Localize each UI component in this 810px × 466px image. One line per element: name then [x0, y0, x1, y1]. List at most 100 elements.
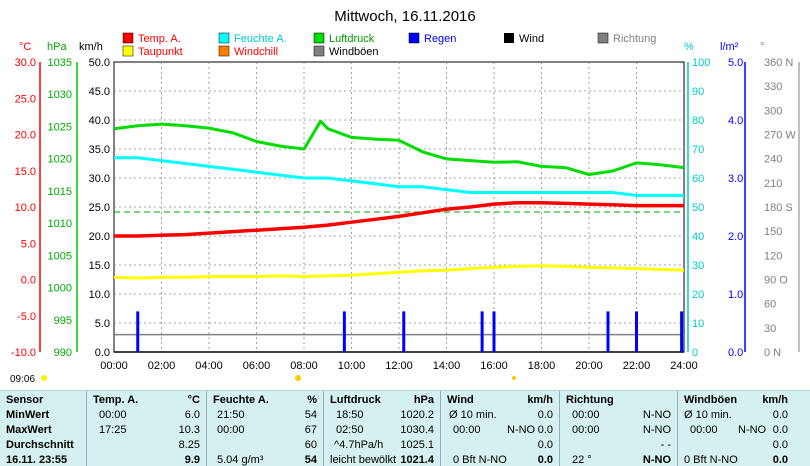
- stats-wind-max-dir: N-NO: [507, 424, 536, 436]
- rain-tick-label: 0.0: [728, 347, 743, 359]
- time-tick-label: 08:00: [290, 360, 318, 372]
- humidity-tick-label: 50: [692, 202, 704, 214]
- pressure-line: [113, 119, 685, 176]
- legend-label-rain: Regen: [424, 33, 456, 45]
- rain-bar: [606, 311, 610, 352]
- stats-col-humidity: Feuchte A. % 21:50 54 00:00 67 60 5.04 g…: [207, 391, 324, 466]
- legend-label-direction: Richtung: [613, 33, 656, 45]
- stats-wind-max-value: 0.0: [537, 424, 553, 436]
- humidity-tick-label: 0: [692, 347, 698, 359]
- stats-temp-min-time: 00:00: [99, 409, 127, 421]
- dewpoint-line: [113, 264, 685, 280]
- direction-tick-label: 90 O: [764, 275, 788, 287]
- direction-tick-label: 240: [764, 154, 782, 166]
- legend: Temp. A. Feuchte A. Luftdruck Regen Wind…: [122, 32, 656, 58]
- humidity-tick-label: 30: [692, 260, 704, 272]
- stats-wind-min-time: Ø 10 min.: [449, 409, 497, 421]
- stats-gust-max-value: 0.0: [772, 424, 788, 436]
- wind-tick-label: 20.0: [89, 231, 110, 243]
- stats-hum-current-value: 54: [304, 454, 317, 466]
- wind-axis-unit: km/h: [79, 41, 103, 53]
- legend-label-dewpoint: Taupunkt: [138, 46, 183, 58]
- time-tick-label: 14:00: [433, 360, 461, 372]
- chart-marks: [113, 119, 685, 353]
- rain-tick-label: 2.0: [728, 231, 743, 243]
- stats-wind-max-time: 00:00: [453, 424, 481, 436]
- pressure-tick-label: 1005: [48, 250, 72, 262]
- wind-tick-label: 5.0: [95, 318, 110, 330]
- rain-bar: [402, 311, 406, 352]
- legend-label-wind: Wind: [519, 33, 544, 45]
- stats-col-temp: Temp. A. °C 00:00 6.0 17:25 10.3 8.25 9.…: [87, 391, 207, 466]
- rain-bar: [136, 311, 140, 352]
- stats-hum-max-value: 67: [304, 424, 317, 436]
- rain-bar: [492, 311, 496, 352]
- stats-header-wind-unit: km/h: [527, 394, 553, 406]
- stats-wind-current-value: 0.0: [537, 454, 553, 466]
- pressure-tick-label: 1030: [48, 89, 72, 101]
- time-tick-label: 12:00: [385, 360, 413, 372]
- temp-tick-label: 0.0: [21, 275, 36, 287]
- stats-dir-min-time: 00:00: [572, 409, 600, 421]
- humidity-tick-label: 100: [692, 57, 710, 69]
- grid: [114, 62, 684, 352]
- pressure-tick-label: 995: [54, 315, 72, 327]
- stats-wind-current-bft: 0 Bft N-NO: [453, 454, 507, 466]
- stats-hum-min-time: 21:50: [217, 409, 245, 421]
- stats-press-min-value: 1020.2: [400, 409, 434, 421]
- temp-tick-label: 25.0: [15, 93, 36, 105]
- stats-label-min: MinWert: [6, 409, 50, 421]
- stats-dir-min-value: N-NO: [642, 409, 671, 421]
- pressure-tick-label: 990: [54, 347, 72, 359]
- stats-label-current: 16.11. 23:55: [6, 454, 68, 466]
- humidity-tick-label: 40: [692, 231, 704, 243]
- stats-dir-max-value: N-NO: [642, 424, 671, 436]
- legend-swatch-gusts: [313, 45, 325, 57]
- stats-header-pressure-unit: hPa: [413, 394, 434, 406]
- time-tick-label: 22:00: [623, 360, 651, 372]
- direction-tick-label: 60: [764, 299, 776, 311]
- temp-tick-label: 20.0: [15, 130, 36, 142]
- rain-tick-label: 5.0: [728, 57, 743, 69]
- rain-bar: [635, 311, 638, 352]
- stats-header-gusts-unit: km/h: [762, 394, 788, 406]
- stats-press-max-time: 02:50: [336, 424, 364, 436]
- stats-hum-max-time: 00:00: [217, 424, 245, 436]
- stats-col-direction: Richtung 00:00 N-NO 00:00 N-NO - - 22 ° …: [560, 391, 678, 466]
- direction-tick-label: 360 N: [764, 57, 793, 69]
- stats-press-min-time: 18:50: [336, 409, 364, 421]
- stats-header-humidity-unit: %: [307, 394, 317, 406]
- pressure-tick-label: 1015: [48, 186, 72, 198]
- rain-tick-label: 4.0: [728, 115, 743, 127]
- pressure-axis-unit: hPa: [47, 41, 67, 53]
- time-tick-label: 24:00: [670, 360, 698, 372]
- legend-swatch-dewpoint: [122, 45, 134, 57]
- legend-label-temp: Temp. A.: [138, 33, 181, 45]
- legend-label-windchill: Windchill: [234, 46, 278, 58]
- direction-tick-label: 300: [764, 105, 782, 117]
- rain-tick-label: 3.0: [728, 173, 743, 185]
- stats-header-sensor: Sensor: [6, 394, 44, 406]
- stats-col-pressure: Luftdruck hPa 18:50 1020.2 02:50 1030.4 …: [324, 391, 441, 466]
- stats-press-max-value: 1030.4: [400, 424, 434, 436]
- direction-tick-label: 270 W: [764, 130, 796, 142]
- legend-label-humidity: Feuchte A.: [234, 33, 287, 45]
- weather-chart: Mittwoch, 16.11.2016 Temp. A. Feuchte A.…: [10, 8, 800, 385]
- pressure-tick-label: 1035: [48, 57, 72, 69]
- humidity-axis-unit: %: [684, 41, 694, 53]
- time-tick-label: 06:00: [243, 360, 271, 372]
- temp-tick-label: 15.0: [15, 166, 36, 178]
- stats-col-sensor: Sensor MinWert MaxWert Durchschnitt 16.1…: [0, 391, 87, 466]
- pressure-tick-label: 1025: [48, 121, 72, 133]
- stats-header-pressure: Luftdruck: [330, 394, 381, 406]
- stats-col-wind: Wind km/h Ø 10 min. 0.0 00:00 N-NO 0.0 0…: [441, 391, 560, 466]
- stats-hum-min-value: 54: [304, 409, 317, 421]
- direction-tick-label: 0 N: [764, 347, 781, 359]
- humidity-tick-label: 70: [692, 144, 704, 156]
- stats-dir-avg-value: - -: [660, 439, 671, 451]
- stats-dir-current-deg: 22 °: [572, 454, 592, 466]
- wind-tick-label: 25.0: [89, 202, 110, 214]
- wind-tick-label: 45.0: [89, 86, 110, 98]
- time-tick-label: 04:00: [195, 360, 223, 372]
- temp-axis-unit: °C: [19, 41, 31, 53]
